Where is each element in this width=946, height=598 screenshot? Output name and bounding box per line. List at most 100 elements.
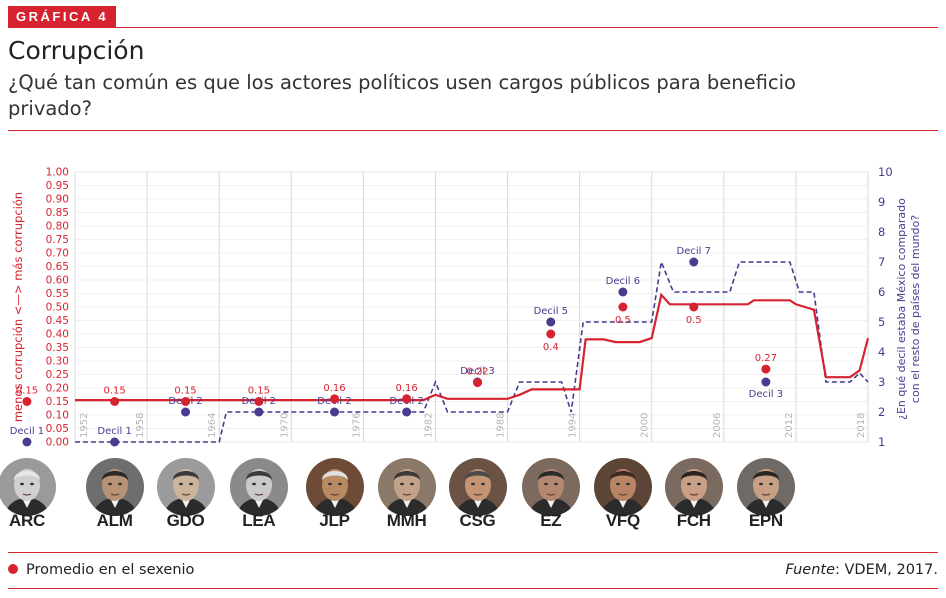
average-marker [181,397,191,406]
left-tick-label: 0.35 [46,342,69,354]
average-label: 0.27 [755,353,777,364]
right-axis-title-line: con el resto de países del mundo? [909,215,922,403]
left-tick-label: 0.60 [46,275,69,287]
decile-label: Decil 3 [749,389,783,400]
left-tick-label: 0.25 [46,369,69,381]
average-label: 0.4 [543,342,559,353]
source-label: Fuente [785,562,836,578]
president-name-vfq: VFQ [605,511,640,530]
right-tick-label: 1 [878,435,885,449]
year-label: 1952 [79,413,90,438]
decile-marker [22,437,32,447]
average-label: 0.22 [466,367,488,378]
average-label: 0.5 [686,315,702,326]
decile-label: Decil 1 [10,426,44,437]
header-tag-bar: GRÁFICA 4 [8,6,938,28]
portrait-gdo [156,458,215,516]
source-note: Fuente: VDEM, 2017. [785,562,938,578]
left-tick-label: 0.55 [46,288,69,300]
average-label: 0.5 [615,315,631,326]
year-label: 1964 [207,413,218,438]
average-label: 0.16 [395,383,417,394]
tag-divider [8,27,938,28]
year-label: 1988 [496,413,507,438]
source-text: : VDEM, 2017. [835,562,938,578]
legend: Promedio en el sexenio [8,562,194,578]
average-marker [618,302,628,312]
left-tick-label: 0.10 [46,410,69,422]
left-tick-label: 0.00 [46,437,69,449]
left-axis-title: menos corrupción <—> más corrupción [11,192,25,422]
average-marker [254,397,264,406]
corruption-chart: 0.000.050.100.150.200.250.300.350.400.45… [10,165,922,449]
portrait-jlp [305,458,364,516]
decile-marker [618,287,628,297]
corruption-series-line [75,292,870,402]
left-tick-label: 0.80 [46,221,69,233]
portrait-fch [664,458,723,516]
average-label: 0.16 [323,383,345,394]
right-tick-label: 2 [878,405,885,419]
bottom-divider [8,588,938,589]
year-label: 1982 [423,413,434,438]
chart-subtitle: ¿Qué tan común es que los actores políti… [8,71,796,120]
portrait-mmh [377,458,436,516]
average-marker [546,329,556,339]
year-label: 2000 [640,413,651,438]
president-name-epn: EPN [748,511,783,530]
left-tick-label: 0.45 [46,315,69,327]
portrait-csg [448,458,507,516]
left-tick-label: 0.20 [46,383,69,395]
portrait-alm [85,458,144,516]
left-tick-label: 0.70 [46,248,69,260]
average-marker [473,378,483,388]
year-label: 1976 [351,413,362,438]
left-tick-label: 0.50 [46,302,69,314]
portrait-ez [521,458,580,516]
decile-label: Decil 6 [606,276,640,287]
right-tick-label: 7 [878,255,885,269]
president-name-jlp: JLP [319,511,350,530]
left-tick-label: 0.65 [46,261,69,273]
right-tick-label: 8 [878,225,885,239]
right-axis-title-line: ¿En qué decil estaba México comparado [895,198,908,420]
right-tick-label: 9 [878,195,885,209]
president-name-mmh: MMH [386,511,427,530]
decile-marker [402,407,412,417]
average-marker [330,394,340,404]
average-marker [402,394,412,404]
left-tick-label: 0.95 [46,180,69,192]
average-marker [761,364,771,374]
decile-marker [761,377,771,387]
left-tick-label: 0.05 [46,423,69,435]
portrait-vfq [593,458,652,516]
president-name-arc: ARC [8,511,45,530]
right-tick-label: 3 [878,375,885,389]
left-tick-label: 0.40 [46,329,69,341]
left-tick-label: 0.15 [46,396,69,408]
decile-label: Decil 3 [460,366,494,377]
right-tick-label: 6 [878,285,885,299]
right-axis-title: ¿En qué decil estaba México comparadocon… [895,198,922,420]
president-name-alm: ALM [96,511,133,530]
chart-title: Corrupción [8,36,145,65]
portrait-arc [0,458,56,516]
right-tick-label: 5 [878,315,885,329]
decile-marker [330,407,340,417]
president-name-fch: FCH [676,511,711,530]
average-marker [22,397,32,406]
decile-label: Decil 1 [97,426,131,437]
decile-marker [546,317,556,327]
average-marker [689,302,699,312]
left-tick-label: 0.75 [46,234,69,246]
header-divider [8,130,938,131]
year-label: 2006 [712,413,723,438]
president-name-ez: EZ [540,511,562,530]
year-label: 1970 [279,413,290,438]
average-label: 0.15 [174,386,196,397]
year-label: 1994 [568,413,579,438]
president-name-csg: CSG [459,511,496,530]
right-tick-label: 10 [878,165,893,179]
left-tick-label: 1.00 [46,167,69,179]
decile-marker [689,257,699,267]
